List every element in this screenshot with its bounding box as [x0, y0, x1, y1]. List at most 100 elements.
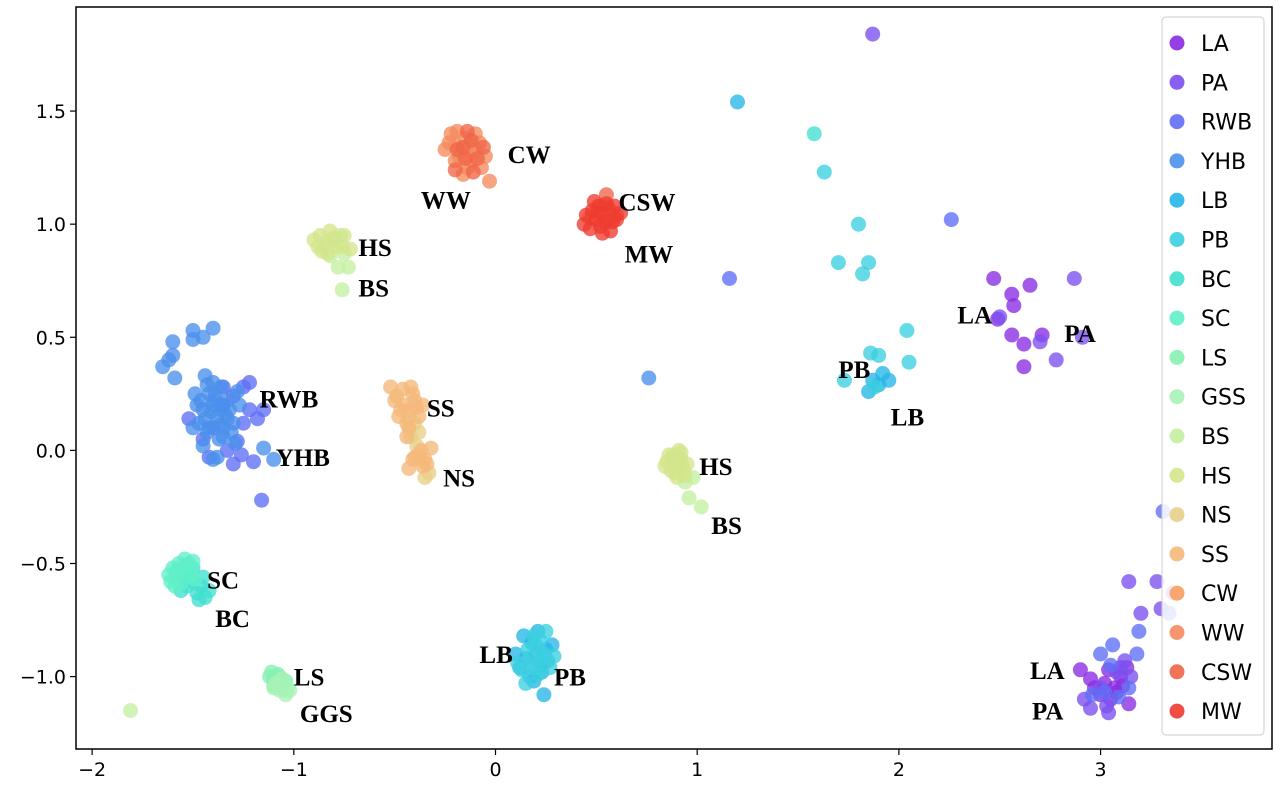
cluster-label: CSW: [619, 190, 676, 217]
cluster-label: SC: [207, 567, 239, 594]
legend-label: BC: [1201, 268, 1231, 293]
legend-marker: [1169, 389, 1185, 405]
data-point: [806, 126, 822, 142]
data-point: [342, 241, 358, 257]
legend-label: BS: [1201, 425, 1230, 450]
data-point: [256, 440, 272, 456]
data-point: [1074, 329, 1090, 345]
series-pb: [510, 164, 917, 691]
data-point: [1083, 700, 1098, 716]
legend-marker: [1169, 546, 1185, 562]
data-point: [457, 151, 473, 167]
points-layer: [123, 26, 1185, 721]
x-axis: −2 −1 0 1 2 3: [78, 749, 1107, 781]
legend-label: GSS: [1201, 386, 1246, 411]
legend-marker: [1169, 232, 1185, 247]
data-point: [266, 451, 282, 467]
y-tick-label: −0.5: [20, 554, 66, 576]
legend-label: SS: [1201, 543, 1229, 568]
legend-marker: [1169, 153, 1185, 169]
x-tick-label: 2: [893, 759, 905, 781]
legend-marker: [1169, 114, 1185, 130]
cluster-label: HS: [358, 235, 391, 262]
series-hs: [306, 223, 695, 485]
data-point: [1016, 359, 1032, 375]
data-point: [193, 393, 209, 409]
legend-label: CSW: [1201, 661, 1252, 686]
data-point: [219, 411, 235, 427]
data-point: [185, 553, 201, 569]
data-point: [861, 255, 877, 271]
cluster-label: BS: [358, 276, 389, 303]
cluster-label: LA: [957, 303, 992, 330]
cluster-label: RWB: [260, 386, 319, 413]
data-point: [393, 402, 409, 418]
legend-marker: [1169, 664, 1185, 680]
series-yhb: [155, 320, 657, 467]
data-point: [534, 651, 550, 666]
data-point: [986, 271, 1002, 286]
cluster-label: HS: [699, 454, 732, 481]
data-point: [730, 94, 745, 110]
data-point: [1093, 646, 1109, 662]
x-tick-label: −2: [78, 759, 106, 781]
series-ss: [383, 379, 439, 476]
data-point: [881, 372, 897, 388]
data-point: [518, 675, 534, 691]
series-lb: [508, 94, 897, 703]
data-point: [830, 255, 846, 271]
data-point: [943, 212, 959, 228]
data-point: [185, 420, 201, 436]
cluster-label: SS: [427, 395, 455, 422]
legend-marker: [1169, 35, 1185, 51]
data-point: [855, 266, 871, 282]
data-point: [576, 216, 592, 232]
data-point: [693, 499, 709, 515]
cluster-label: PB: [838, 357, 870, 384]
annotations-layer: CW WW CSW MW HS BS RWB YHB SS NS HS BS SC BC LS GGS LB PB…: [207, 142, 1096, 728]
data-point: [195, 438, 211, 454]
data-point: [195, 329, 211, 345]
data-point: [419, 456, 435, 472]
data-point: [536, 687, 552, 703]
data-point: [538, 623, 554, 639]
data-point: [1111, 689, 1127, 705]
data-point: [992, 309, 1008, 325]
data-point: [1032, 334, 1048, 350]
data-point: [201, 420, 217, 436]
data-point: [205, 320, 221, 336]
data-point: [459, 123, 475, 139]
data-point: [215, 429, 231, 445]
legend-marker: [1169, 349, 1185, 365]
data-point: [1131, 623, 1147, 639]
data-point: [677, 467, 693, 483]
y-tick-label: 1.0: [36, 214, 66, 236]
data-point: [665, 456, 681, 472]
data-point: [1016, 336, 1032, 352]
data-point: [1006, 298, 1022, 314]
cluster-label: LB: [891, 405, 924, 432]
data-point: [1066, 271, 1082, 286]
data-point: [165, 347, 181, 363]
cluster-label: PB: [554, 665, 586, 692]
cluster-label: LS: [294, 665, 325, 692]
y-tick-label: 0.5: [36, 327, 66, 349]
data-point: [282, 682, 298, 698]
data-point: [254, 492, 270, 508]
data-point: [123, 703, 138, 718]
x-tick-label: 3: [1095, 759, 1107, 781]
x-tick-label: 1: [691, 759, 703, 781]
data-point: [167, 370, 183, 386]
legend-label: RWB: [1201, 111, 1252, 136]
cluster-label: LA: [1030, 658, 1065, 685]
legend-marker: [1169, 192, 1185, 208]
data-point: [336, 228, 352, 243]
data-point: [816, 164, 832, 180]
data-point: [187, 571, 203, 587]
legend-label: PB: [1201, 229, 1229, 254]
data-point: [679, 456, 695, 472]
data-point: [901, 354, 917, 370]
data-point: [641, 370, 657, 386]
data-point: [213, 397, 229, 413]
data-point: [607, 198, 622, 214]
